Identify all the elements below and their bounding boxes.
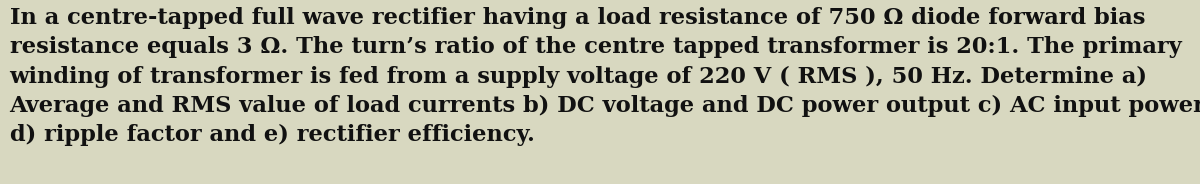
Text: In a centre-tapped full wave rectifier having a load resistance of 750 Ω diode f: In a centre-tapped full wave rectifier h… <box>10 7 1200 146</box>
